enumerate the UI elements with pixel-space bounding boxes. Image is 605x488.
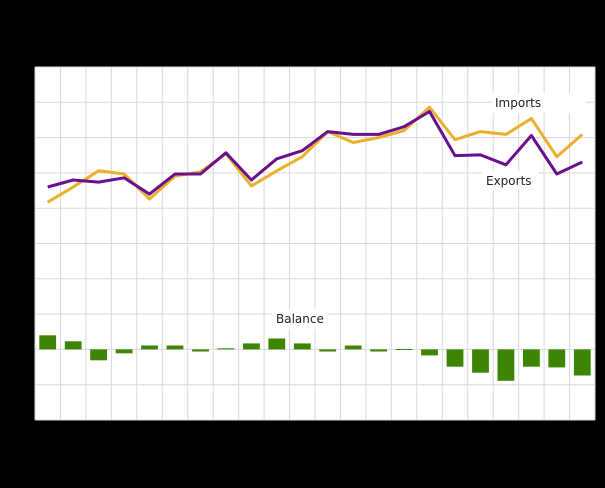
balance-bars: [39, 335, 591, 381]
balance-bar: [446, 349, 464, 367]
balance-bar: [573, 349, 591, 376]
imports-label-bg: [492, 93, 586, 113]
balance-bar: [293, 343, 311, 350]
exports-label-bg: [482, 171, 538, 191]
balance-bar: [472, 349, 489, 373]
balance-bar: [319, 349, 337, 352]
balance-bar: [344, 345, 362, 350]
balance-bar: [64, 341, 82, 350]
balance-bar: [243, 343, 260, 350]
balance-bar: [548, 349, 566, 368]
balance-bar: [217, 348, 235, 350]
balance-bar: [497, 349, 515, 381]
balance-bar: [523, 349, 540, 367]
balance-label-bg: [272, 309, 328, 329]
balance-bar: [268, 338, 286, 350]
balance-label: Balance: [276, 312, 324, 326]
balance-bar: [90, 349, 107, 361]
balance-bar: [141, 345, 158, 350]
exports-line: [47, 110, 583, 196]
balance-bar: [192, 349, 209, 352]
imports-label: Imports: [495, 96, 541, 110]
balance-bar: [370, 349, 387, 352]
exports-label: Exports: [486, 174, 532, 188]
balance-bar: [395, 349, 413, 350]
balance-bar: [166, 345, 184, 350]
balance-bar: [115, 349, 133, 354]
balance-bar: [421, 349, 438, 356]
balance-bar: [39, 335, 57, 350]
